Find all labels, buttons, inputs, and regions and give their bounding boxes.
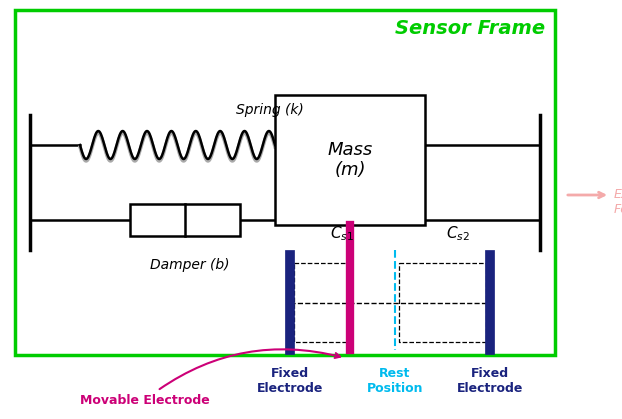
Text: Movable Electrode: Movable Electrode: [80, 349, 340, 406]
Text: Rest
Position: Rest Position: [367, 367, 423, 395]
Text: External
Force: External Force: [614, 188, 622, 216]
Bar: [130, 204, 240, 236]
Text: Spring (k): Spring (k): [236, 103, 304, 117]
Text: Mass
(m): Mass (m): [327, 141, 373, 179]
Text: Sensor Frame: Sensor Frame: [395, 18, 545, 37]
Text: Fixed
Electrode: Fixed Electrode: [457, 367, 523, 395]
Text: Fixed
Electrode: Fixed Electrode: [257, 367, 323, 395]
Text: $C_{s2}$: $C_{s2}$: [445, 224, 470, 243]
Text: $C_{s1}$: $C_{s1}$: [330, 224, 354, 243]
Bar: [275, 95, 425, 225]
Bar: [15, 10, 555, 355]
Text: Damper (b): Damper (b): [151, 258, 230, 272]
